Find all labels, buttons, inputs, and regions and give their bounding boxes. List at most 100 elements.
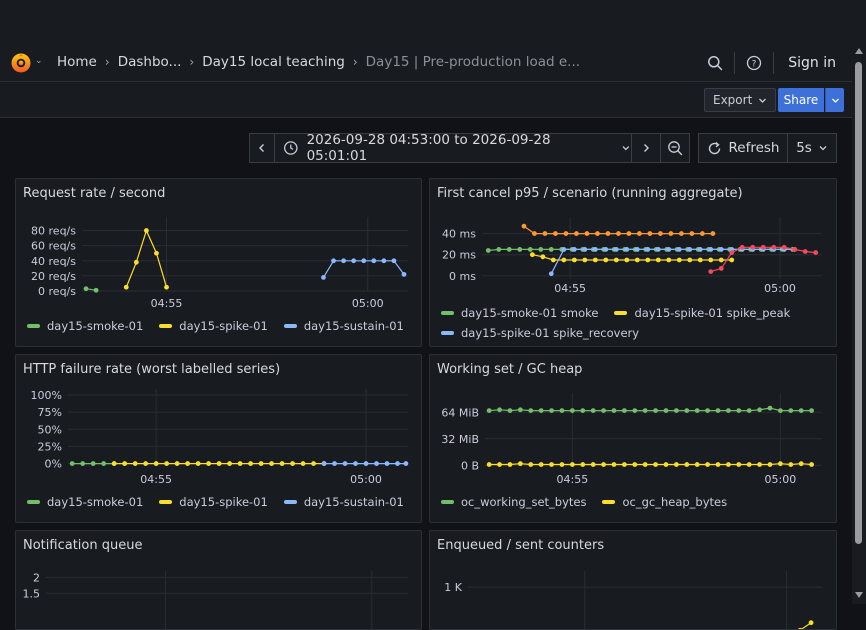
page-scrollbar[interactable] [852, 44, 866, 604]
data-point [777, 408, 783, 414]
data-point [708, 269, 714, 275]
data-point [538, 408, 544, 414]
data-point [757, 462, 762, 467]
refresh-button[interactable]: Refresh [698, 133, 788, 163]
share-button[interactable]: Share [778, 88, 824, 112]
data-point [381, 258, 387, 264]
data-point [403, 461, 409, 466]
data-point [632, 462, 638, 467]
data-point [101, 461, 107, 466]
data-point [206, 461, 212, 466]
scrollbar-thumb[interactable] [855, 62, 862, 544]
refresh-interval-picker[interactable]: 5s [787, 133, 837, 163]
zoom-out-button[interactable] [660, 133, 690, 163]
grafana-logo-icon[interactable] [10, 52, 32, 74]
data-point [549, 408, 554, 414]
data-point [697, 247, 703, 252]
chevron-left-icon [259, 144, 264, 152]
breadcrumb: Home › Dashbo... › Day15 local teaching … [57, 54, 580, 70]
data-point [590, 408, 596, 414]
time-range-picker[interactable]: 2026-09-28 04:53:00 to 2026-09-28 05:01:… [274, 132, 632, 164]
help-button[interactable]: ? [741, 50, 767, 76]
legend-label: day15-spike-01 spike_recovery [461, 326, 640, 340]
first-cancel-chart: 40 ms 20 ms 0 ms 04:55 05:00 [442, 217, 822, 295]
data-point [507, 462, 513, 467]
legend-item[interactable]: day15-smoke-01 smoke [441, 306, 598, 320]
panel-notification-queue[interactable]: Notification queue 2 1.5 [15, 530, 422, 630]
legend-item[interactable]: day15-smoke-01 [27, 495, 143, 509]
panel-enqueued-sent[interactable]: Enqueued / sent counters 1 K [429, 530, 837, 630]
legend-item[interactable]: day15-spike-01 [159, 495, 268, 509]
data-point [632, 408, 638, 414]
panel-request-rate[interactable]: Request rate / second 80 req/s 60 req/s 40… [15, 178, 422, 347]
share-options-button[interactable] [825, 88, 844, 112]
data-point [321, 461, 327, 466]
legend-label: day15-spike-01 [179, 319, 268, 333]
data-point [527, 247, 533, 252]
legend-item[interactable]: day15-spike-01 spike_peak [614, 306, 790, 320]
export-button[interactable]: Export [704, 88, 777, 112]
legend-item[interactable]: oc_gc_heap_bytes [602, 495, 727, 509]
data-point [663, 462, 669, 467]
legend-swatch [159, 324, 173, 328]
data-point [540, 254, 546, 260]
browser-top-area [0, 0, 866, 44]
data-point [792, 247, 798, 252]
breadcrumb-home[interactable]: Home [57, 54, 97, 70]
data-point [227, 461, 233, 466]
data-point [739, 244, 745, 250]
data-point [154, 250, 159, 256]
time-forward-button[interactable] [631, 133, 661, 163]
data-point [133, 259, 139, 265]
panel-first-cancel-p95[interactable]: First cancel p95 / scenario (running agg… [429, 178, 837, 347]
clock-icon [284, 141, 298, 155]
data-point [676, 257, 682, 263]
breadcrumb-folder[interactable]: Day15 local teaching [202, 54, 345, 70]
data-point [626, 231, 632, 236]
y-tick-label: 50% [38, 423, 62, 436]
scroll-up-icon[interactable] [855, 48, 863, 54]
data-point [718, 266, 724, 271]
data-point [384, 461, 390, 466]
x-tick-label: 04:55 [557, 473, 589, 486]
panel-working-set[interactable]: Working set / GC heap 64 MiB 32 MiB 0 B 04:… [429, 354, 837, 523]
legend-item[interactable]: day15-smoke-01 [27, 319, 143, 333]
data-point [715, 408, 721, 414]
help-icon: ? [747, 55, 762, 71]
x-tick-label: 05:00 [764, 282, 796, 295]
data-point [708, 257, 714, 263]
data-point [788, 462, 794, 467]
export-label: Export [713, 93, 753, 107]
search-button[interactable] [702, 50, 728, 76]
panel-title: Notification queue [23, 538, 143, 553]
legend-item[interactable]: day15-sustain-01 [283, 495, 404, 509]
data-point [705, 408, 710, 414]
data-point [580, 408, 586, 414]
breadcrumb-dashboards[interactable]: Dashbo... [117, 54, 182, 70]
legend-item[interactable]: day15-sustain-01 [283, 319, 404, 333]
legend-item[interactable]: oc_working_set_bytes [441, 495, 586, 509]
data-point [729, 257, 735, 263]
enqueued-sent-chart: 1 K [444, 571, 822, 629]
panel-http-failure-rate[interactable]: HTTP failure rate (worst labelled series… [15, 354, 422, 523]
data-point [736, 408, 742, 414]
data-point [708, 247, 714, 252]
y-tick-label: 64 MiB [441, 406, 479, 419]
data-point [237, 461, 243, 466]
data-point [642, 462, 648, 467]
data-point [601, 408, 606, 414]
scroll-down-icon[interactable] [855, 592, 863, 598]
legend-item[interactable]: day15-spike-01 [159, 319, 268, 333]
data-point [673, 408, 679, 414]
chevron-down-icon[interactable]: ⌄ [35, 56, 43, 66]
legend-item[interactable]: day15-spike-01 spike_recovery [441, 326, 639, 340]
sign-in-link[interactable]: Sign in [788, 55, 836, 71]
data-point [592, 257, 598, 263]
data-point [569, 408, 575, 414]
data-point [767, 462, 773, 467]
legend-label: day15-sustain-01 [303, 495, 404, 509]
y-tick-label: 40 req/s [31, 255, 76, 268]
data-point [718, 257, 724, 263]
y-tick-label: 32 MiB [441, 433, 479, 446]
time-back-button[interactable] [249, 133, 275, 163]
